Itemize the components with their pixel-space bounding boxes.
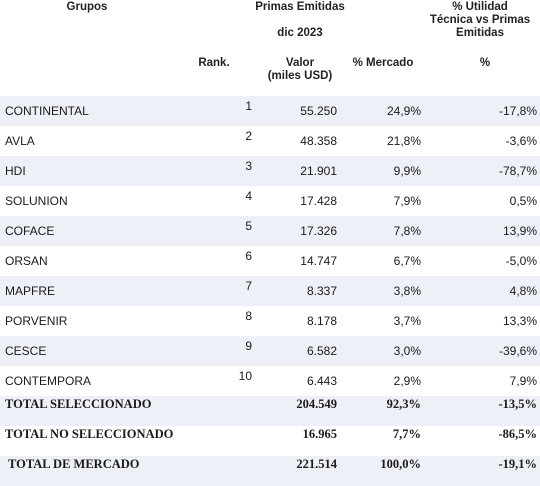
cell-mercado: 3,7% bbox=[393, 314, 421, 328]
cell-utilidad: -3,6% bbox=[505, 134, 537, 148]
total-row-seleccionado: TOTAL SELECCIONADO 204.549 92,3% -13,5% bbox=[0, 396, 540, 426]
header-primas-emitidas: Primas Emitidas bbox=[255, 1, 345, 13]
cell-grupo: HDI bbox=[5, 164, 26, 178]
header-utilidad-line2: Técnica vs Primas bbox=[429, 14, 531, 26]
cell-valor: 204.549 bbox=[296, 397, 337, 411]
header-valor: Valor (miles USD) bbox=[255, 57, 345, 83]
cell-grupo: TOTAL NO SELECCIONADO bbox=[5, 427, 174, 441]
cell-rank: 7 bbox=[245, 279, 252, 293]
table-row: AVLA 2 48.358 21,8% -3,6% bbox=[0, 126, 540, 156]
cell-rank: 4 bbox=[245, 189, 252, 203]
cell-valor: 14.747 bbox=[300, 254, 337, 268]
cell-valor: 17.428 bbox=[300, 194, 337, 208]
cell-utilidad: -39,6% bbox=[498, 344, 537, 358]
cell-grupo: COFACE bbox=[5, 224, 55, 238]
table-row: SOLUNION 4 17.428 7,9% 0,5% bbox=[0, 186, 540, 216]
data-table: CONTINENTAL 1 55.250 24,9% -17,8% AVLA 2… bbox=[0, 96, 540, 486]
cell-rank: 8 bbox=[245, 309, 252, 323]
cell-grupo: ORSAN bbox=[5, 254, 48, 268]
table-row: CONTEMPORA 10 6.443 2,9% 7,9% bbox=[0, 366, 540, 396]
header-periodo: dic 2023 bbox=[277, 27, 323, 39]
cell-valor: 48.358 bbox=[300, 134, 337, 148]
header-utilidad-line3: Emitidas bbox=[456, 27, 504, 39]
table-row: COFACE 5 17.326 7,8% 13,9% bbox=[0, 216, 540, 246]
cell-mercado: 100,0% bbox=[380, 457, 421, 471]
cell-valor: 6.443 bbox=[306, 374, 337, 388]
cell-grupo: AVLA bbox=[5, 134, 35, 148]
cell-grupo: PORVENIR bbox=[5, 314, 68, 328]
total-row-mercado: TOTAL DE MERCADO 221.514 100,0% -19,1% bbox=[0, 456, 540, 486]
total-row-no-seleccionado: TOTAL NO SELECCIONADO 16.965 7,7% -86,5% bbox=[0, 426, 540, 456]
cell-valor: 16.965 bbox=[302, 427, 337, 441]
cell-rank: 9 bbox=[245, 339, 252, 353]
cell-mercado: 92,3% bbox=[386, 397, 421, 411]
header-utilidad: % Utilidad Técnica vs Primas Emitidas bbox=[420, 1, 540, 40]
header-pct: % bbox=[479, 57, 491, 69]
cell-rank: 2 bbox=[245, 129, 252, 143]
cell-valor: 17.326 bbox=[300, 224, 337, 238]
header-rank: Rank. bbox=[198, 57, 230, 69]
table-row: MAPFRE 7 8.337 3,8% 4,8% bbox=[0, 276, 540, 306]
cell-utilidad: 13,9% bbox=[502, 224, 537, 238]
cell-mercado: 7,7% bbox=[392, 427, 421, 441]
cell-mercado: 7,9% bbox=[393, 194, 421, 208]
cell-utilidad: 13,3% bbox=[502, 314, 537, 328]
table-row: CESCE 9 6.582 3,0% -39,6% bbox=[0, 336, 540, 366]
cell-mercado: 24,9% bbox=[386, 104, 421, 118]
cell-valor: 55.250 bbox=[300, 104, 337, 118]
cell-mercado: 6,7% bbox=[393, 254, 421, 268]
cell-rank: 3 bbox=[245, 159, 252, 173]
cell-utilidad: -17,8% bbox=[498, 104, 537, 118]
cell-utilidad: -5,0% bbox=[505, 254, 537, 268]
cell-grupo: TOTAL DE MERCADO bbox=[8, 457, 140, 471]
cell-mercado: 9,9% bbox=[393, 164, 421, 178]
cell-mercado: 7,8% bbox=[393, 224, 421, 238]
header-utilidad-line1: % Utilidad bbox=[452, 1, 508, 13]
cell-rank: 1 bbox=[245, 99, 252, 113]
cell-grupo: MAPFRE bbox=[5, 284, 56, 298]
header-grupos: Grupos bbox=[66, 1, 108, 13]
cell-grupo: CONTINENTAL bbox=[5, 104, 89, 118]
cell-utilidad: -13,5% bbox=[498, 397, 537, 411]
header-valor-line2: (miles USD) bbox=[267, 70, 333, 82]
cell-mercado: 21,8% bbox=[386, 134, 421, 148]
table-row: ORSAN 6 14.747 6,7% -5,0% bbox=[0, 246, 540, 276]
cell-grupo: TOTAL SELECCIONADO bbox=[5, 397, 152, 411]
cell-valor: 8.337 bbox=[306, 284, 337, 298]
cell-valor: 8.178 bbox=[306, 314, 337, 328]
cell-grupo: CONTEMPORA bbox=[5, 374, 92, 388]
cell-mercado: 3,8% bbox=[393, 284, 421, 298]
header-valor-line1: Valor bbox=[285, 57, 315, 69]
header-mercado: % Mercado bbox=[352, 57, 414, 69]
cell-utilidad: -19,1% bbox=[498, 457, 537, 471]
cell-rank: 6 bbox=[245, 249, 252, 263]
cell-utilidad: -78,7% bbox=[498, 164, 537, 178]
cell-utilidad: 0,5% bbox=[509, 194, 537, 208]
table-row: HDI 3 21.901 9,9% -78,7% bbox=[0, 156, 540, 186]
table-row: PORVENIR 8 8.178 3,7% 13,3% bbox=[0, 306, 540, 336]
cell-utilidad: 4,8% bbox=[509, 284, 537, 298]
cell-rank: 5 bbox=[245, 219, 252, 233]
cell-mercado: 2,9% bbox=[393, 374, 421, 388]
cell-grupo: SOLUNION bbox=[5, 194, 68, 208]
cell-utilidad: -86,5% bbox=[498, 427, 537, 441]
cell-valor: 21.901 bbox=[300, 164, 337, 178]
cell-mercado: 3,0% bbox=[393, 344, 421, 358]
table-row: CONTINENTAL 1 55.250 24,9% -17,8% bbox=[0, 96, 540, 126]
cell-utilidad: 7,9% bbox=[509, 374, 537, 388]
cell-rank: 10 bbox=[238, 369, 252, 383]
cell-grupo: CESCE bbox=[5, 344, 47, 358]
cell-valor: 221.514 bbox=[296, 457, 337, 471]
cell-valor: 6.582 bbox=[306, 344, 337, 358]
